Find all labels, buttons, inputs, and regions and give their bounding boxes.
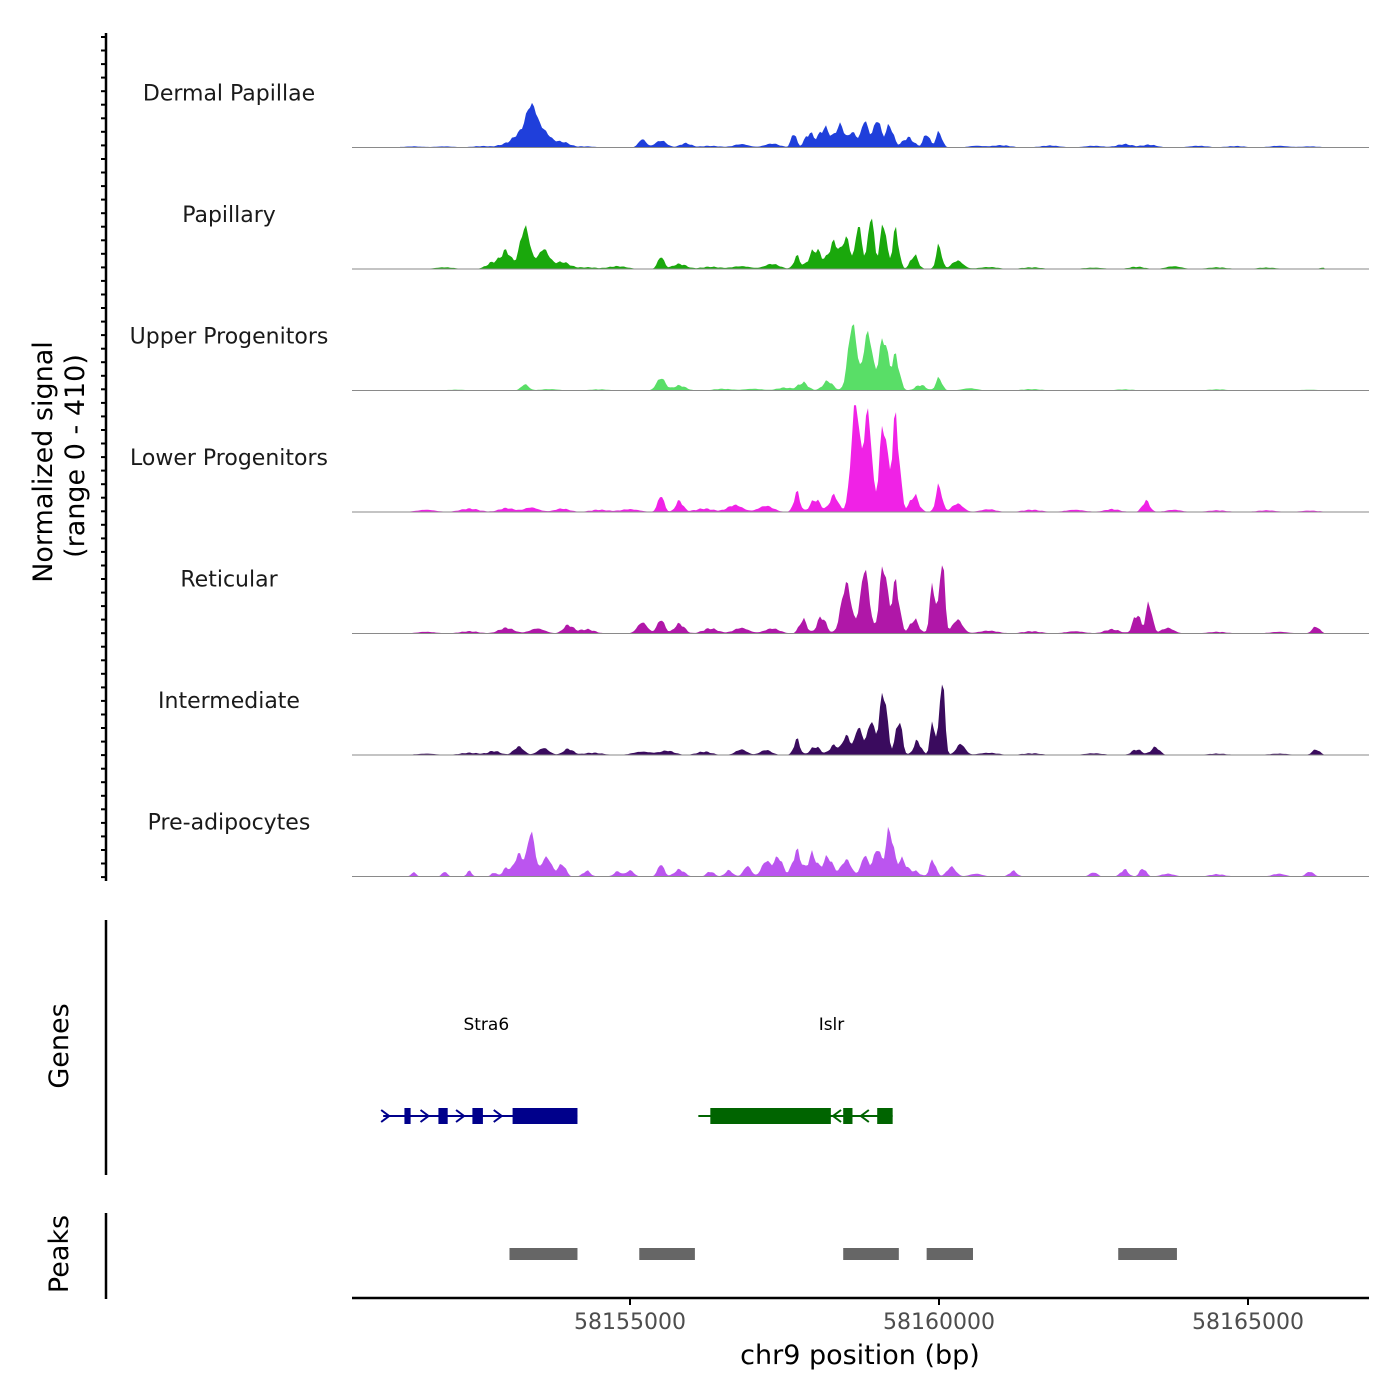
track-label: Intermediate [158, 689, 300, 714]
peak-region-bar [926, 1248, 973, 1260]
coverage-track: Upper Progenitors [130, 324, 1369, 391]
gene-exon [438, 1108, 448, 1124]
coverage-area [352, 405, 1325, 512]
coverage-y-axis-ticks [101, 36, 106, 879]
track-label: Papillary [182, 203, 276, 228]
genes-panel-label: Genes [44, 1003, 75, 1088]
y-axis-label-line2: (range 0 - 410) [60, 354, 91, 558]
coverage-track: Dermal Papillae [143, 82, 1369, 148]
x-tick-label: 58165000 [1192, 1310, 1304, 1335]
peak-region-bar [639, 1248, 695, 1260]
peaks-panel-label: Peaks [44, 1215, 75, 1293]
strand-arrow [380, 1109, 391, 1123]
track-label: Upper Progenitors [130, 325, 329, 350]
coverage-tracks: Dermal Papillae Papillary Upper Progenitor… [130, 82, 1369, 877]
strand-arrow [455, 1109, 466, 1123]
coverage-track: Lower Progenitors [130, 405, 1369, 513]
x-axis-ticks: 58155000 58160000 58165000 [574, 1298, 1304, 1335]
coverage-track: Reticular [180, 565, 1369, 634]
track-label: Lower Progenitors [130, 446, 328, 471]
coverage-area [352, 102, 1325, 148]
strand-arrow [493, 1109, 504, 1123]
coverage-track: Papillary [182, 203, 1369, 270]
coverage-area [352, 565, 1325, 634]
peak-regions [509, 1248, 1177, 1260]
gene-name-label: Islr [819, 1015, 845, 1035]
peak-region-bar [509, 1248, 578, 1260]
gene-name-label: Stra6 [463, 1015, 509, 1035]
y-axis-label-line1: Normalized signal [28, 341, 59, 583]
coverage-track: Pre-adipocytes [148, 811, 1369, 877]
gene-exon [710, 1108, 831, 1124]
track-label: Dermal Papillae [143, 82, 315, 107]
strand-arrow [859, 1109, 870, 1123]
track-label: Pre-adipocytes [148, 811, 311, 836]
gene-exon [404, 1108, 411, 1124]
x-axis-label: chr9 position (bp) [740, 1340, 980, 1371]
gene-annotations: Stra6 Islr [380, 1015, 893, 1124]
gene-model: Islr [698, 1015, 893, 1124]
gene-exon [877, 1108, 893, 1124]
coverage-area [352, 324, 1325, 391]
peak-region-bar [843, 1248, 899, 1260]
coverage-track: Intermediate [158, 684, 1369, 756]
x-tick-label: 58155000 [574, 1310, 686, 1335]
strand-arrow [419, 1109, 431, 1123]
coverage-area [352, 684, 1325, 755]
gene-exon [472, 1108, 483, 1124]
strand-arrow [831, 1109, 842, 1123]
peak-region-bar [1118, 1248, 1177, 1260]
x-tick-label: 58160000 [883, 1310, 995, 1335]
track-label: Reticular [180, 568, 278, 593]
gene-model: Stra6 [380, 1015, 578, 1124]
gene-exon [512, 1108, 578, 1124]
gene-exon [843, 1108, 853, 1124]
coverage-area [352, 218, 1325, 269]
coverage-area [352, 826, 1325, 877]
